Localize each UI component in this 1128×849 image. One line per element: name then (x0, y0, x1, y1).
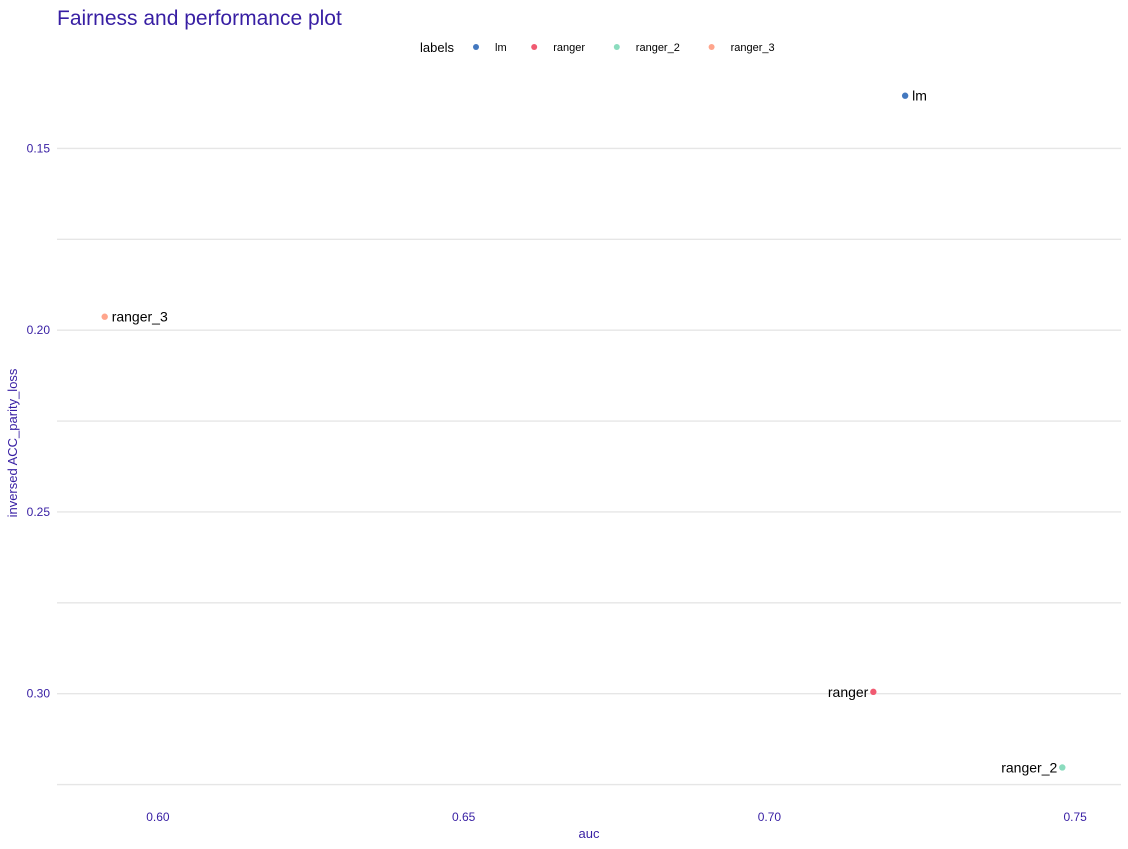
point-label: ranger_3 (112, 309, 168, 325)
point-label: ranger_2 (1001, 759, 1057, 775)
chart-title: Fairness and performance plot (57, 7, 342, 30)
y-tick-label: 0.30 (27, 687, 51, 701)
point-ranger (870, 688, 877, 696)
x-axis-ticks: 0.60 0.65 0.70 0.75 (146, 810, 1087, 824)
point-label: ranger (828, 684, 869, 700)
y-axis-title: inversed ACC_parity_loss (5, 368, 20, 517)
legend-label: ranger (553, 42, 585, 54)
point-lm (901, 92, 909, 99)
point-ranger_3 (101, 313, 108, 320)
point-ranger_2 (1059, 764, 1066, 771)
y-tick-label: 0.20 (27, 323, 51, 337)
legend-swatch (531, 44, 538, 50)
grid (57, 147, 1121, 786)
legend-label: lm (495, 42, 507, 54)
x-tick-label: 0.65 (452, 810, 476, 824)
legend-label: ranger_2 (636, 42, 680, 54)
x-axis-title: auc (579, 826, 600, 841)
legend-swatch (613, 44, 620, 50)
legend-title: labels (420, 40, 454, 55)
x-tick-label: 0.75 (1063, 810, 1087, 824)
legend-swatch (708, 44, 715, 50)
y-tick-label: 0.25 (27, 505, 51, 519)
legend-swatch (473, 44, 479, 50)
y-tick-label: 0.15 (27, 141, 51, 155)
x-tick-label: 0.60 (146, 810, 170, 824)
x-tick-label: 0.70 (758, 810, 782, 824)
points: lm ranger ranger_2 ranger_3 (101, 88, 1066, 775)
point-label: lm (912, 88, 927, 104)
legend-label: ranger_3 (731, 42, 775, 54)
y-axis-ticks: 0.15 0.20 0.25 0.30 (27, 141, 51, 700)
legend: labels lm ranger ranger_2 ranger_3 (420, 40, 775, 55)
